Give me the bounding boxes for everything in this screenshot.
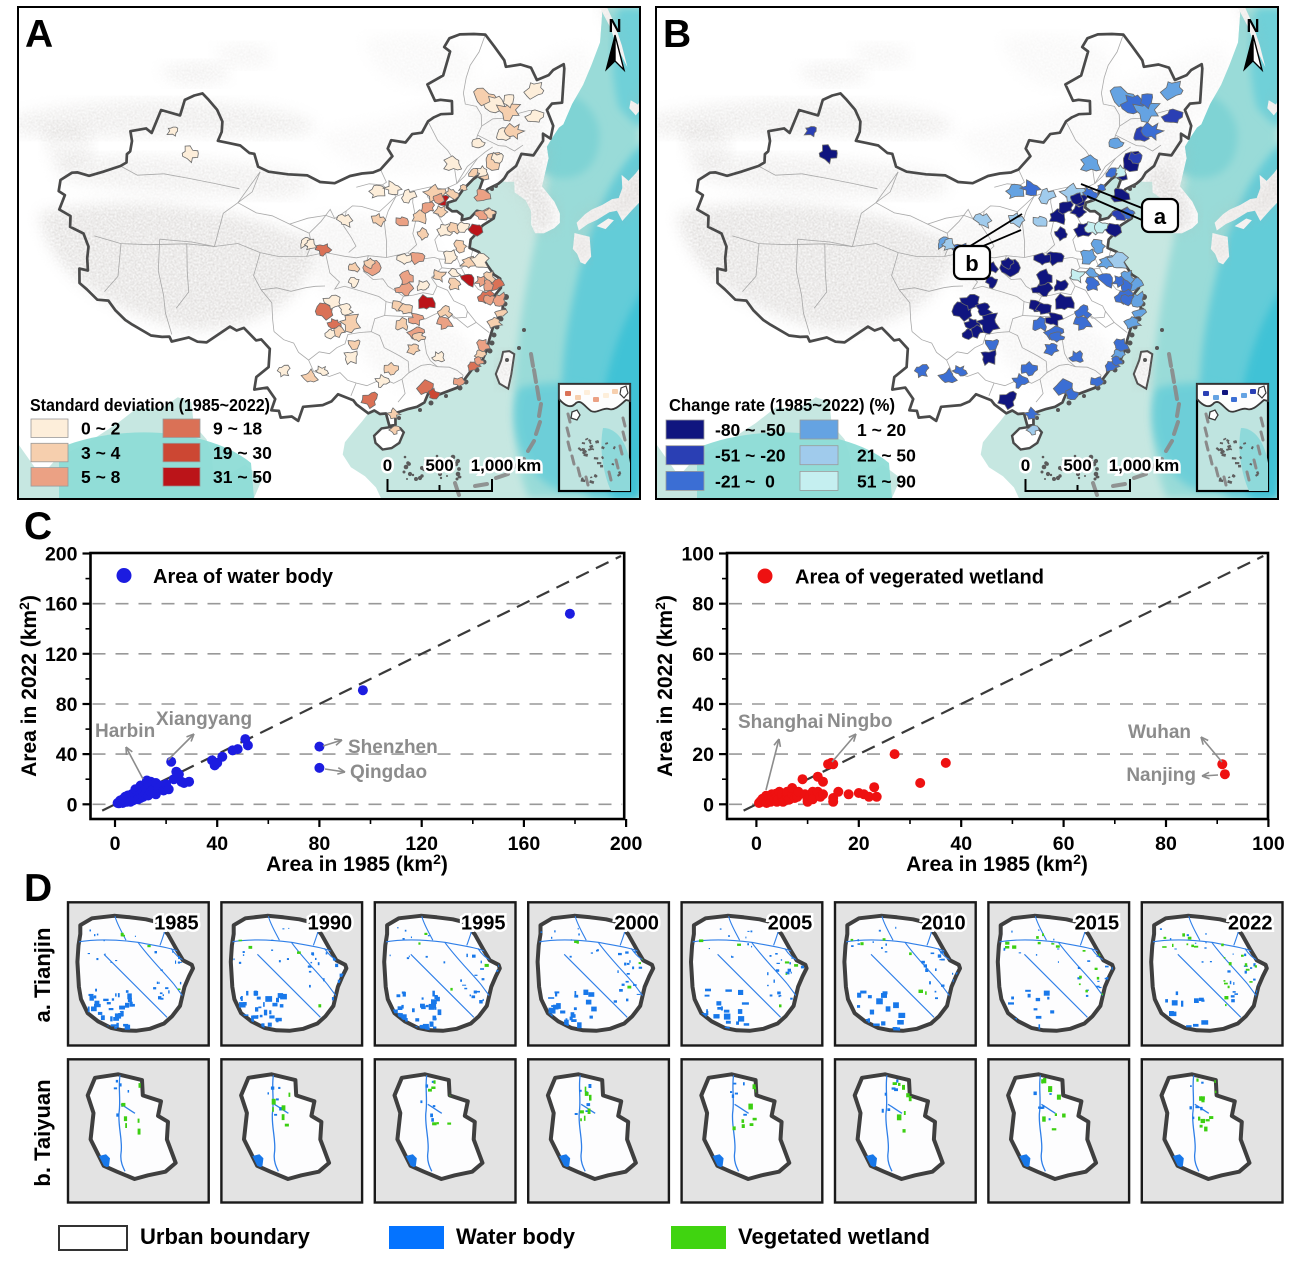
svg-text:a: a bbox=[1154, 204, 1167, 229]
svg-text:40: 40 bbox=[950, 833, 972, 855]
svg-text:2022: 2022 bbox=[1228, 912, 1273, 934]
svg-text:60: 60 bbox=[692, 644, 714, 666]
svg-text:Nanjing: Nanjing bbox=[1126, 765, 1196, 786]
svg-text:9 ~ 18: 9 ~ 18 bbox=[213, 419, 262, 439]
svg-text:Ningbo: Ningbo bbox=[827, 711, 892, 732]
svg-text:60: 60 bbox=[1053, 833, 1075, 855]
svg-text:40: 40 bbox=[692, 694, 714, 716]
svg-text:80: 80 bbox=[56, 694, 78, 716]
svg-text:Xiangyang: Xiangyang bbox=[156, 709, 252, 730]
svg-text:Shenzhen: Shenzhen bbox=[348, 737, 438, 758]
svg-text:Change rate (1985~2022) (%): Change rate (1985~2022) (%) bbox=[669, 395, 895, 415]
svg-text:160: 160 bbox=[45, 594, 78, 616]
svg-text:51 ~ 90: 51 ~ 90 bbox=[857, 471, 916, 491]
svg-text:-51 ~ -20: -51 ~ -20 bbox=[715, 446, 786, 466]
svg-text:200: 200 bbox=[45, 544, 78, 566]
svg-text:200: 200 bbox=[610, 833, 643, 855]
svg-text:160: 160 bbox=[508, 833, 541, 855]
svg-text:b: b bbox=[965, 251, 978, 276]
svg-text:40: 40 bbox=[56, 744, 78, 766]
svg-text:Area in 2022 (km2): Area in 2022 (km2) bbox=[16, 595, 41, 777]
svg-text:2015: 2015 bbox=[1075, 912, 1120, 934]
svg-text:N: N bbox=[609, 16, 622, 36]
svg-text:19 ~ 30: 19 ~ 30 bbox=[213, 443, 272, 463]
svg-text:0: 0 bbox=[383, 456, 392, 475]
svg-text:80: 80 bbox=[1155, 833, 1177, 855]
svg-text:Shanghai: Shanghai bbox=[738, 712, 824, 733]
svg-text:5 ~ 8: 5 ~ 8 bbox=[81, 467, 121, 487]
svg-text:120: 120 bbox=[45, 644, 78, 666]
svg-text:Wuhan: Wuhan bbox=[1128, 722, 1191, 743]
svg-text:Area in 1985 (km2): Area in 1985 (km2) bbox=[906, 851, 1088, 876]
svg-text:1995: 1995 bbox=[461, 912, 506, 934]
svg-text:1 ~ 20: 1 ~ 20 bbox=[857, 420, 906, 440]
svg-text:31 ~ 50: 31 ~ 50 bbox=[213, 467, 272, 487]
svg-text:0: 0 bbox=[751, 833, 762, 855]
svg-text:Harbin: Harbin bbox=[95, 721, 155, 742]
svg-text:0: 0 bbox=[110, 833, 121, 855]
svg-text:100: 100 bbox=[681, 544, 714, 566]
svg-text:0 ~ 2: 0 ~ 2 bbox=[81, 419, 121, 439]
svg-text:Qingdao: Qingdao bbox=[350, 762, 427, 783]
svg-text:80: 80 bbox=[692, 594, 714, 616]
svg-text:Area in 2022 (km2): Area in 2022 (km2) bbox=[652, 595, 677, 777]
svg-text:-21 ~ 0: -21 ~ 0 bbox=[715, 471, 775, 491]
svg-text:2005: 2005 bbox=[768, 912, 813, 934]
svg-text:80: 80 bbox=[309, 833, 331, 855]
svg-text:Area of vegerated wetland: Area of vegerated wetland bbox=[795, 567, 1044, 589]
svg-text:1,000: 1,000 bbox=[471, 456, 514, 475]
svg-text:20: 20 bbox=[692, 744, 714, 766]
svg-text:100: 100 bbox=[1252, 833, 1285, 855]
svg-text:Area of water body: Area of water body bbox=[153, 566, 334, 588]
svg-text:km: km bbox=[517, 456, 542, 475]
svg-text:40: 40 bbox=[206, 833, 228, 855]
svg-text:1985: 1985 bbox=[154, 912, 199, 934]
svg-text:2000: 2000 bbox=[614, 912, 659, 934]
svg-text:Area in 1985 (km2): Area in 1985 (km2) bbox=[266, 851, 448, 876]
svg-text:1990: 1990 bbox=[308, 912, 353, 934]
svg-text:Standard deviation (1985~2022): Standard deviation (1985~2022) bbox=[30, 395, 270, 415]
svg-text:0: 0 bbox=[67, 794, 78, 816]
svg-text:2010: 2010 bbox=[921, 912, 966, 934]
svg-text:0: 0 bbox=[703, 794, 714, 816]
svg-text:120: 120 bbox=[405, 833, 438, 855]
svg-text:-80 ~ -50: -80 ~ -50 bbox=[715, 420, 786, 440]
svg-text:500: 500 bbox=[425, 456, 453, 475]
svg-text:20: 20 bbox=[848, 833, 870, 855]
svg-text:3 ~ 4: 3 ~ 4 bbox=[81, 443, 121, 463]
svg-text:21 ~ 50: 21 ~ 50 bbox=[857, 446, 916, 466]
